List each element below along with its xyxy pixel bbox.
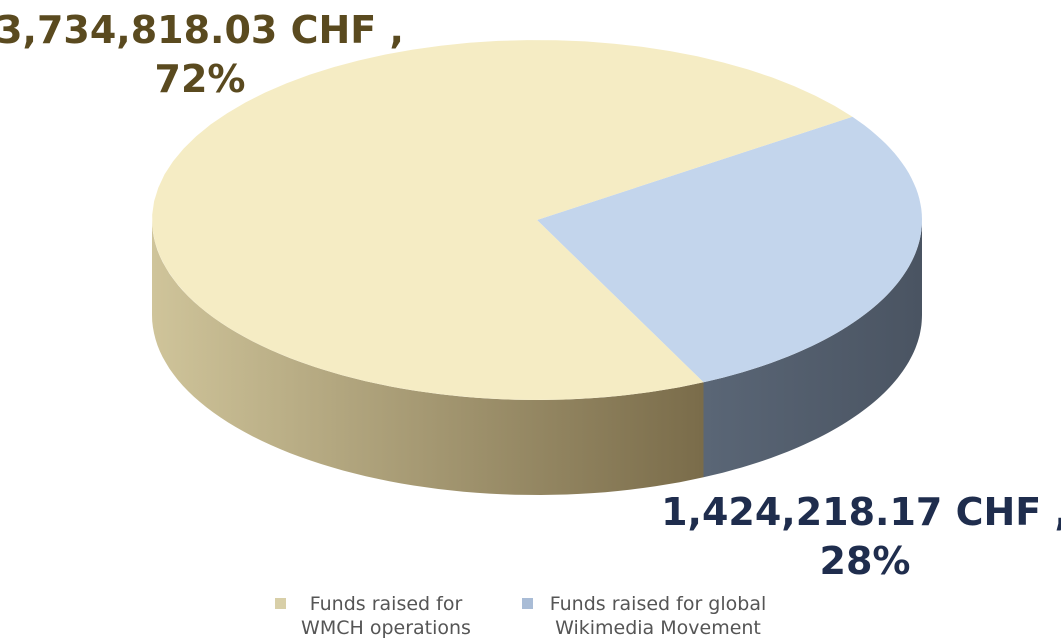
data-label: 1,424,218.17 CHF , 28% (661, 490, 1061, 583)
data-label: 3,734,818.03 CHF , 72% (0, 8, 404, 101)
legend-swatch (275, 598, 286, 609)
legend-label: Funds raised for global Wikimedia Moveme… (549, 593, 767, 639)
legend-item: Funds raised for WMCH operations (275, 592, 481, 640)
slice (537, 116, 922, 383)
slice-side (703, 220, 922, 478)
legend-item: Funds raised for global Wikimedia Moveme… (522, 592, 778, 640)
legend-swatch (522, 598, 533, 609)
slice (152, 40, 853, 400)
legend-label: Funds raised for WMCH operations (301, 593, 471, 639)
slice-side (152, 220, 704, 495)
